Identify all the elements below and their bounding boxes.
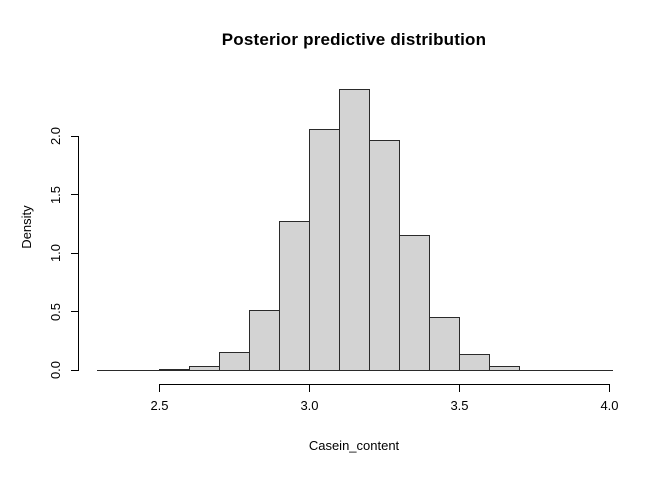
histogram-bar: [339, 89, 370, 371]
y-tick-label: 2.0: [48, 126, 63, 146]
histogram-bar: [429, 317, 460, 371]
y-axis-label: Density: [19, 205, 34, 249]
histogram-bar: [399, 235, 430, 371]
histogram-bar: [279, 221, 310, 371]
y-tick-label: 0.0: [48, 360, 63, 380]
histogram-bar: [249, 310, 280, 371]
chart-title: Posterior predictive distribution: [221, 30, 487, 49]
histogram-bar: [309, 128, 340, 371]
y-tick: [71, 135, 78, 137]
y-tick: [71, 194, 78, 195]
x-tick-label: 4.0: [600, 398, 619, 413]
x-tick: [609, 384, 610, 392]
y-tick-label: 1.0: [48, 243, 63, 263]
x-axis-label: Casein_content: [308, 438, 400, 453]
y-tick: [71, 252, 78, 254]
x-tick-label: 2.5: [150, 398, 169, 413]
y-axis-line: [78, 136, 79, 371]
y-tick: [71, 311, 78, 312]
x-tick-label: 3.5: [450, 398, 469, 413]
y-tick-label: 0.5: [48, 302, 63, 321]
x-tick: [159, 384, 160, 392]
y-tick: [71, 369, 78, 371]
histogram-bar: [369, 139, 400, 371]
histogram-bar: [219, 352, 250, 371]
y-tick-label: 1.5: [48, 185, 63, 204]
histogram-bar: [459, 353, 490, 371]
x-axis-line: [159, 384, 610, 385]
histogram-baseline: [96, 370, 613, 371]
x-tick: [459, 384, 460, 392]
x-tick-label: 3.0: [300, 398, 319, 413]
x-tick: [309, 384, 310, 392]
